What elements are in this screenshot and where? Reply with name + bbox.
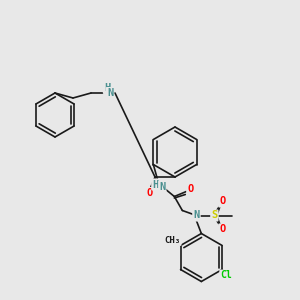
Text: N: N: [107, 88, 113, 98]
Text: CH₃: CH₃: [164, 236, 181, 245]
Text: O: O: [219, 224, 226, 235]
Text: H: H: [104, 83, 110, 93]
Text: Cl: Cl: [220, 271, 232, 281]
Text: O: O: [147, 188, 153, 198]
Text: N: N: [159, 182, 166, 191]
Text: S: S: [211, 211, 218, 220]
Text: N: N: [193, 211, 200, 220]
Text: O: O: [187, 184, 194, 194]
Text: O: O: [219, 196, 226, 206]
Text: H: H: [152, 179, 158, 190]
